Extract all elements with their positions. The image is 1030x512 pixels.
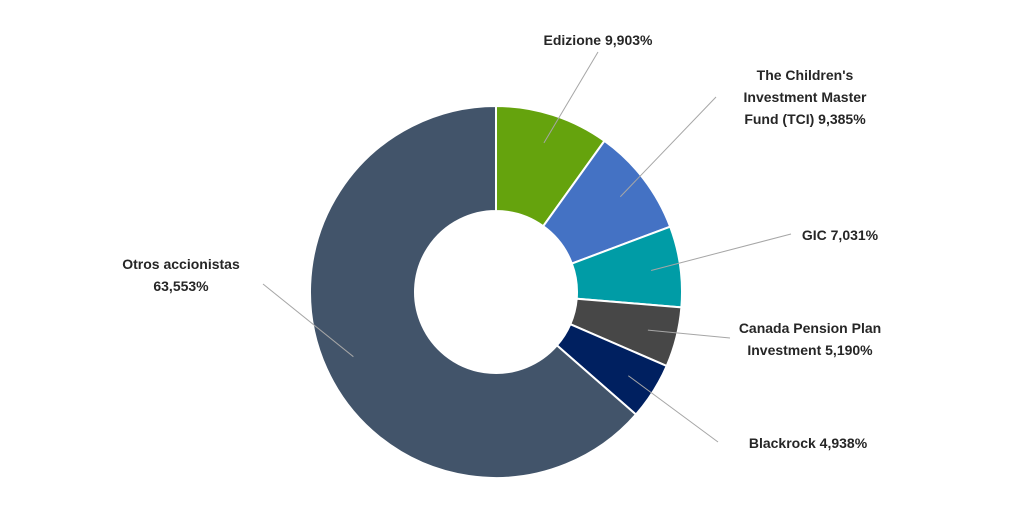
labels-layer: Edizione 9,903% The Children's Investment … — [122, 32, 881, 451]
leader-lines-layer — [262, 51, 792, 443]
leader-line-3 — [647, 329, 731, 339]
slice-otros-accionistas — [309, 104, 638, 479]
leader-line-0 — [543, 51, 599, 144]
data-label-3: Canada Pension Plan Investment 5,190% — [739, 320, 881, 358]
data-label-line: Fund (TCI) 9,385% — [744, 111, 866, 127]
leader-line-5 — [262, 283, 354, 358]
leader-line-1 — [619, 96, 717, 198]
slices-layer — [309, 104, 683, 479]
data-label-line: Canada Pension Plan — [739, 320, 881, 336]
data-label-4: Blackrock 4,938% — [749, 435, 868, 451]
data-label-line: Investment 5,190% — [747, 342, 873, 358]
data-label-line: Investment Master — [744, 89, 867, 105]
data-label-line: GIC 7,031% — [802, 227, 879, 243]
data-label-line: Blackrock 4,938% — [749, 435, 868, 451]
data-label-5: Otros accionistas 63,553% — [122, 256, 240, 294]
data-label-0: Edizione 9,903% — [544, 32, 653, 48]
data-label-2: GIC 7,031% — [802, 227, 879, 243]
data-label-line: The Children's — [757, 67, 854, 83]
data-label-line: Edizione 9,903% — [544, 32, 653, 48]
leader-line-2 — [650, 233, 792, 271]
leader-line-4 — [628, 375, 719, 443]
data-label-1: The Children's Investment Master Fund (TCI… — [744, 67, 867, 127]
data-label-line: Otros accionistas — [122, 256, 240, 272]
data-label-line: 63,553% — [153, 278, 209, 294]
